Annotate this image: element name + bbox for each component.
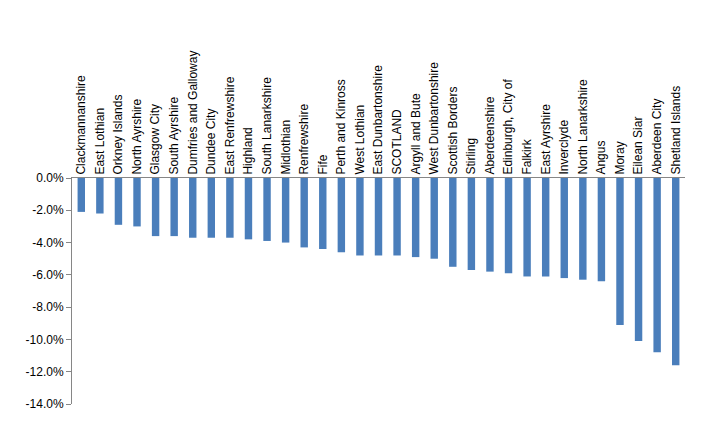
svg-text:-6.0%: -6.0% [32,268,64,282]
svg-text:Edinburgh, City of: Edinburgh, City of [501,79,515,175]
svg-text:East Dunbartonshire: East Dunbartonshire [371,65,385,175]
svg-text:Inverclyde: Inverclyde [557,120,571,175]
svg-text:North Lanarkshire: North Lanarkshire [576,79,590,175]
svg-text:Stirling: Stirling [464,138,478,175]
svg-text:Highland: Highland [241,127,255,174]
svg-text:Shetland Islands: Shetland Islands [669,86,683,175]
svg-text:South Lanarkshire: South Lanarkshire [260,77,274,175]
svg-text:Clackmannanshire: Clackmannanshire [74,75,88,175]
svg-text:East Renfrewshire: East Renfrewshire [223,76,237,174]
svg-text:Dundee City: Dundee City [204,109,218,175]
svg-text:Scottish Borders: Scottish Borders [446,87,460,175]
svg-text:Argyll and Bute: Argyll and Bute [409,93,423,175]
svg-text:-8.0%: -8.0% [32,300,64,314]
svg-text:-4.0%: -4.0% [32,236,64,250]
svg-text:Aberdeenshire: Aberdeenshire [483,96,497,174]
svg-text:Falkirk: Falkirk [520,138,534,174]
svg-text:-10.0%: -10.0% [26,333,64,347]
svg-text:North Ayrshire: North Ayrshire [130,98,144,174]
svg-text:Perth and Kinross: Perth and Kinross [334,79,348,174]
svg-text:Glasgow City: Glasgow City [148,104,162,175]
svg-text:Midlothian: Midlothian [279,120,293,175]
svg-text:-2.0%: -2.0% [32,203,64,217]
svg-text:0.0%: 0.0% [36,171,64,185]
svg-text:Orkney Islands: Orkney Islands [111,95,125,175]
svg-text:Renfrewshire: Renfrewshire [297,104,311,175]
svg-text:West Lothian: West Lothian [353,105,367,175]
svg-text:-12.0%: -12.0% [26,365,64,379]
svg-text:Fife: Fife [316,154,330,174]
svg-text:SCOTLAND: SCOTLAND [390,109,404,175]
svg-text:East Lothian: East Lothian [93,108,107,175]
svg-text:-14.0%: -14.0% [26,397,64,411]
svg-text:East Ayrshire: East Ayrshire [539,104,553,175]
svg-text:Moray: Moray [613,141,627,174]
svg-text:South Ayrshire: South Ayrshire [167,96,181,174]
svg-text:Dumfries and Galloway: Dumfries and Galloway [186,51,200,175]
svg-text:Aberdeen City: Aberdeen City [650,99,664,175]
svg-text:Angus: Angus [594,141,608,175]
svg-text:West Dunbartonshire: West Dunbartonshire [427,62,441,175]
svg-text:Eilean Siar: Eilean Siar [631,117,645,175]
